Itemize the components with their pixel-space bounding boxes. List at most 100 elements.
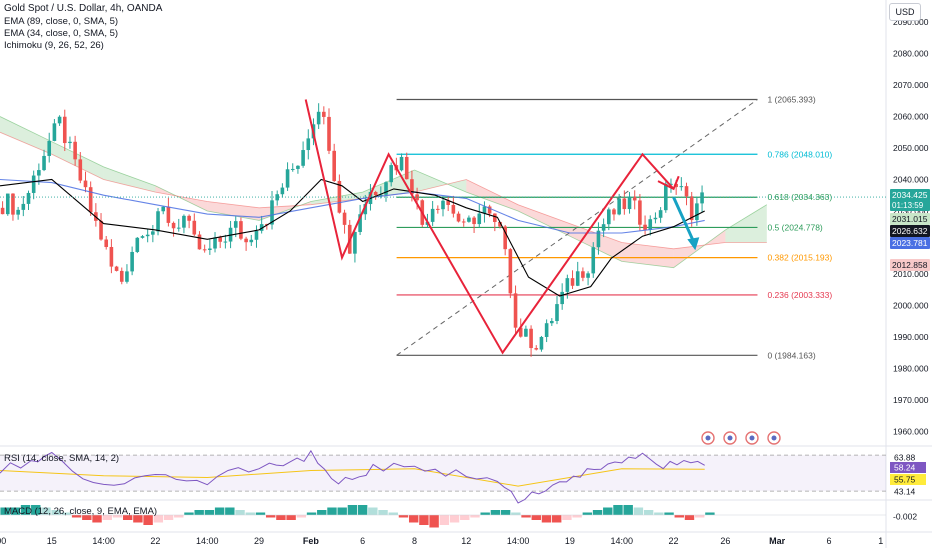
macd-histogram-bar <box>429 515 439 528</box>
macd-histogram-bar <box>521 515 531 518</box>
ichimoku-cloud-segment <box>466 179 519 211</box>
x-axis-label: 1 <box>878 536 883 546</box>
candle-down <box>166 206 171 223</box>
macd-histogram-bar <box>41 507 51 515</box>
candle-down <box>456 213 461 222</box>
macd-histogram-bar <box>194 510 204 515</box>
macd-histogram-bar <box>592 510 603 515</box>
candle-up <box>223 241 228 243</box>
candle-down <box>73 141 77 160</box>
candle-down <box>493 213 497 222</box>
currency-selector[interactable]: USD <box>889 3 921 21</box>
candle-down <box>446 200 450 205</box>
macd-histogram-bar <box>296 515 307 518</box>
rsi-tag <box>890 474 926 485</box>
macd-histogram-bar <box>204 510 215 515</box>
macd-histogram-bar <box>633 507 644 515</box>
candle-up <box>607 209 611 225</box>
fib-trend-line <box>396 99 758 356</box>
candle-down <box>192 220 197 235</box>
candle-down <box>99 220 103 240</box>
rsi-tag-label: 43.14 <box>894 487 916 497</box>
rsi-tag-label: 63.88 <box>894 453 916 463</box>
ema34-line <box>0 178 705 297</box>
candle-up <box>270 200 274 225</box>
candle-down <box>612 209 616 215</box>
macd-histogram-bar <box>368 507 378 515</box>
candle-down <box>643 224 647 230</box>
candle-down <box>674 183 678 188</box>
candle-up <box>52 123 57 141</box>
candle-up <box>601 224 606 231</box>
forecast-arrow-head <box>687 237 700 251</box>
macd-histogram-bar <box>306 512 317 515</box>
ichimoku-span-a <box>0 116 768 269</box>
candle-up <box>596 230 601 248</box>
candle-up <box>68 141 72 144</box>
candle-down <box>487 206 492 214</box>
price-tag-label: 2031.015 <box>892 214 928 224</box>
candle-up <box>182 215 186 228</box>
x-axis-label: 6 <box>360 536 365 546</box>
candle-up <box>358 214 362 232</box>
candle-down <box>78 159 83 181</box>
candle-up <box>539 336 544 350</box>
macd-histogram-bar <box>705 512 715 515</box>
macd-histogram-bar <box>664 512 674 515</box>
candle-down <box>171 222 176 229</box>
x-axis-label: 26 <box>720 536 730 546</box>
candle-down <box>342 212 347 225</box>
macd-histogram-bar <box>276 515 286 520</box>
candle-up <box>565 278 570 292</box>
candle-down <box>11 193 15 215</box>
rsi-tag-label: 58.24 <box>894 463 916 473</box>
candle-down <box>88 187 93 213</box>
economic-event-icon <box>727 435 733 441</box>
macd-histogram-bar <box>102 515 112 520</box>
candle-up <box>213 237 217 249</box>
x-axis-label: 22 <box>150 536 160 546</box>
candle-up <box>47 140 52 156</box>
price-tag <box>890 237 930 250</box>
candle-down <box>581 271 585 278</box>
rsi-legend[interactable]: RSI (14, close, SMA, 14, 2) <box>4 453 120 464</box>
macd-histogram-bar <box>112 515 123 518</box>
candle-down <box>373 191 378 196</box>
ema34-legend[interactable]: EMA (34, close, 0, SMA, 5) <box>4 28 119 39</box>
candle-up <box>363 204 368 215</box>
candle-down <box>218 237 223 242</box>
macd-histogram-bar <box>490 510 501 515</box>
ema89-line <box>0 178 705 234</box>
macd-histogram-bar <box>408 515 419 523</box>
candle-up <box>627 196 632 210</box>
macd-histogram-bar <box>133 515 143 523</box>
macd-histogram-bar <box>0 507 10 515</box>
ichimoku-cloud-segment <box>621 242 674 268</box>
candle-up <box>306 138 311 151</box>
candle-down <box>187 215 191 221</box>
chart-title[interactable]: Gold Spot / U.S. Dollar, 4h, OANDA <box>4 3 163 14</box>
ichimoku-legend[interactable]: Ichimoku (9, 26, 52, 26) <box>4 40 104 51</box>
candle-down <box>62 116 67 144</box>
fib-label-0.236: 0.236 (2003.333) <box>767 290 832 300</box>
candle-up <box>275 194 279 201</box>
y-tick-label: 2010.000 <box>893 269 929 279</box>
candle-up <box>140 236 145 238</box>
candle-down <box>529 328 533 349</box>
rsi-tag-label: 55.75 <box>894 475 916 485</box>
y-tick-label: 2050.000 <box>893 143 929 153</box>
candle-up <box>21 203 26 210</box>
macd-histogram-bar <box>388 512 398 515</box>
candle-up <box>16 209 20 215</box>
x-axis-label: 14:00 <box>610 536 633 546</box>
candle-up <box>544 323 549 337</box>
candle-down <box>109 246 114 267</box>
rsi-tag <box>890 452 926 463</box>
y-tick-label: 1990.000 <box>893 332 929 342</box>
macd-legend[interactable]: MACD (12, 26, close, 9, EMA, EMA) <box>4 506 158 517</box>
ema89-legend[interactable]: EMA (89, close, 0, SMA, 5) <box>4 16 119 27</box>
candle-down <box>503 226 507 250</box>
candle-up <box>31 175 36 193</box>
y-tick-label: 1970.000 <box>893 395 929 405</box>
